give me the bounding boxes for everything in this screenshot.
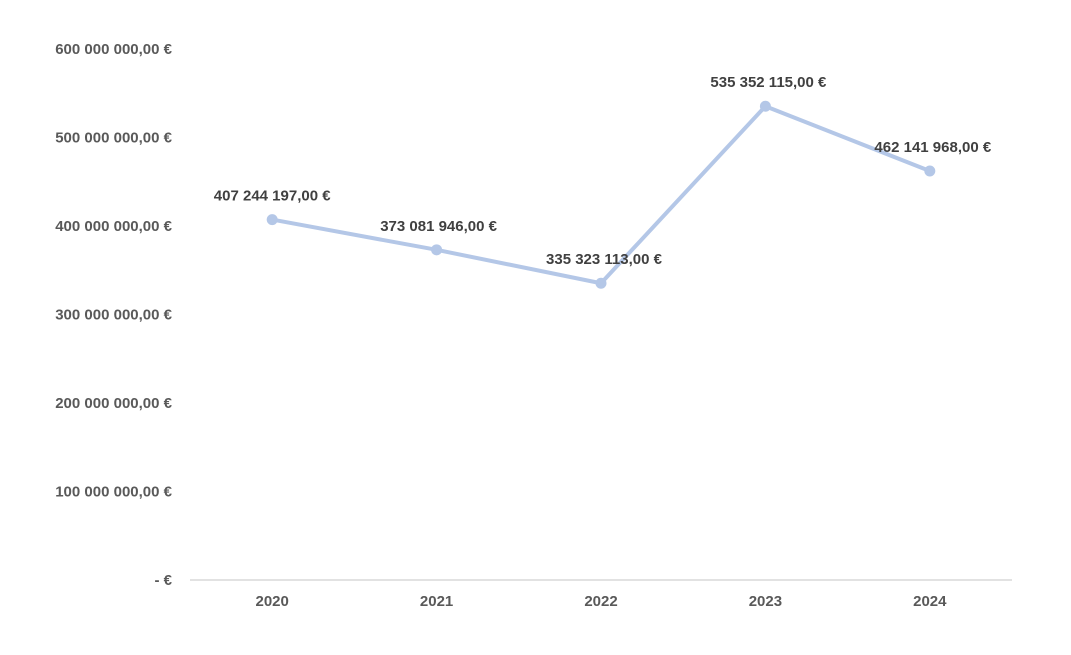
y-axis-ticks: - € 100 000 000,00 € 200 000 000,00 € 300 0… bbox=[55, 41, 172, 589]
x-tick-label: 2020 bbox=[256, 593, 289, 610]
data-label: 373 081 946,00 € bbox=[380, 218, 497, 235]
data-point bbox=[431, 244, 443, 256]
data-point bbox=[595, 277, 607, 289]
y-tick-label: 400 000 000,00 € bbox=[55, 218, 172, 235]
x-tick-label: 2021 bbox=[420, 593, 453, 610]
data-point bbox=[759, 100, 771, 112]
points-group bbox=[266, 100, 936, 289]
y-tick-label: 500 000 000,00 € bbox=[55, 130, 172, 147]
x-tick-label: 2023 bbox=[749, 593, 782, 610]
y-tick-label: 600 000 000,00 € bbox=[55, 41, 172, 58]
data-label: 335 323 113,00 € bbox=[546, 251, 663, 268]
y-tick-label: 300 000 000,00 € bbox=[55, 307, 172, 324]
x-axis-ticks: 2020 2021 2022 2023 2024 bbox=[256, 593, 948, 610]
data-labels-group: 407 244 197,00 € 373 081 946,00 € 335 323 … bbox=[214, 74, 992, 268]
data-label: 535 352 115,00 € bbox=[710, 74, 827, 91]
x-tick-label: 2024 bbox=[913, 593, 947, 610]
x-tick-label: 2022 bbox=[584, 593, 617, 610]
y-tick-label: 100 000 000,00 € bbox=[55, 484, 172, 501]
data-point bbox=[266, 214, 278, 226]
data-label: 407 244 197,00 € bbox=[214, 188, 331, 205]
y-tick-label: 200 000 000,00 € bbox=[55, 395, 172, 412]
data-point bbox=[924, 165, 936, 177]
y-tick-label: - € bbox=[154, 572, 172, 589]
data-label: 462 141 968,00 € bbox=[874, 139, 991, 156]
